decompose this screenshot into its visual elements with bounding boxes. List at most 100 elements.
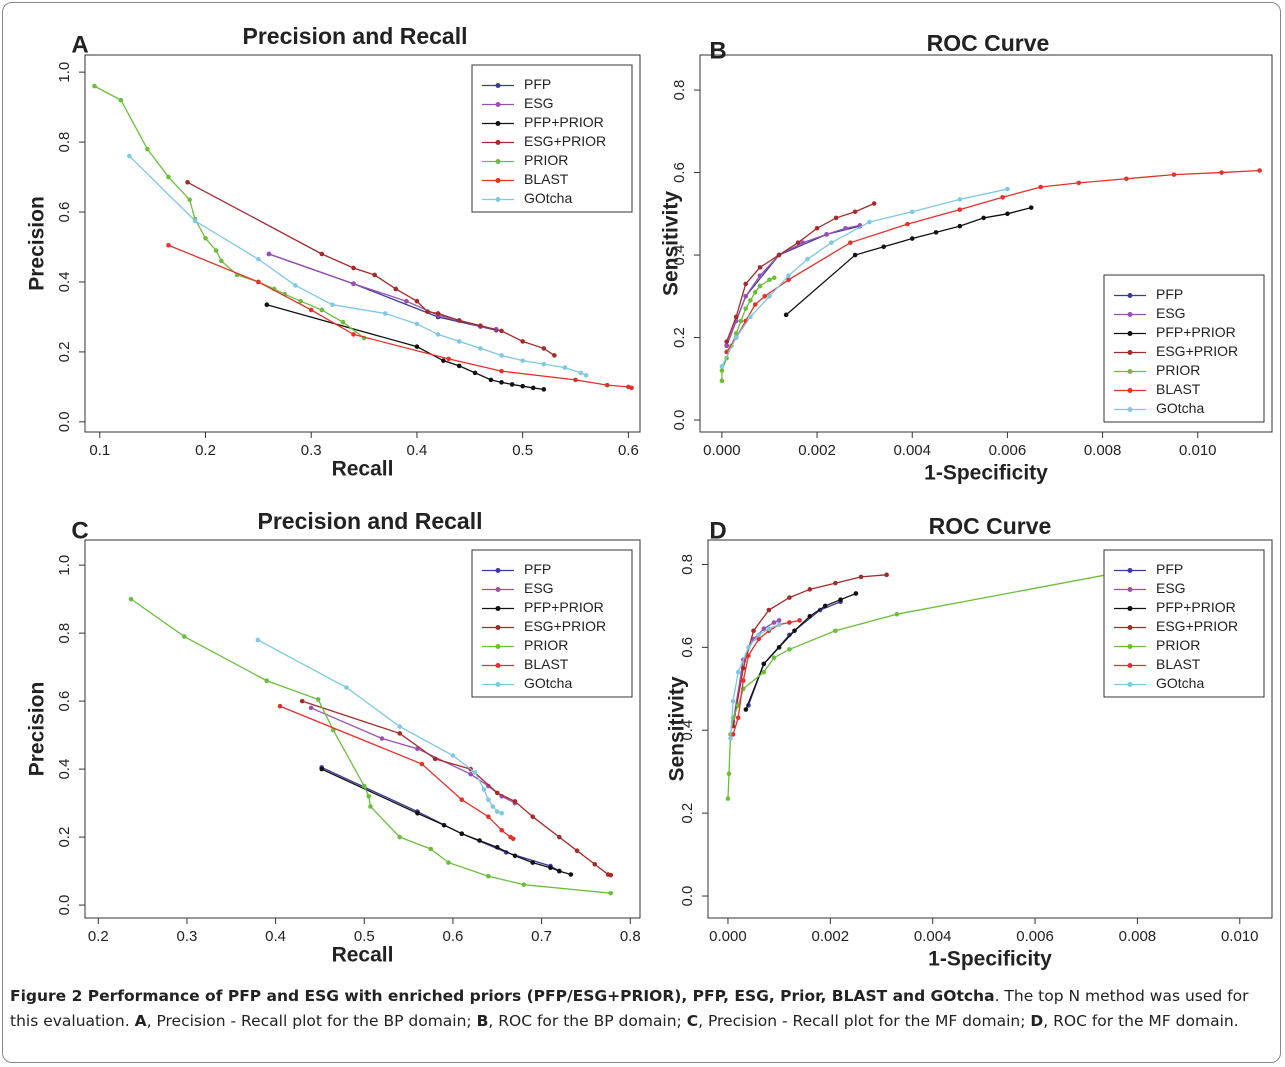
data-point	[330, 302, 335, 308]
data-point	[757, 273, 763, 278]
data-point	[520, 339, 525, 344]
data-point	[520, 358, 525, 363]
data-point	[728, 736, 733, 741]
x-axis-label: Recall	[332, 944, 394, 967]
plot-frame	[84, 54, 641, 433]
data-point	[583, 373, 589, 378]
data-point	[730, 732, 736, 737]
y-tick-label: 0.2	[671, 327, 688, 348]
data-point	[435, 311, 441, 316]
series-line	[279, 705, 514, 840]
data-point	[472, 770, 478, 775]
caption-text: , ROC for the MF domain.	[1043, 1012, 1239, 1030]
data-point	[419, 761, 425, 767]
data-point	[128, 596, 134, 602]
data-point	[481, 787, 487, 792]
data-point	[415, 811, 420, 816]
chart-title: Precision and Recall	[243, 23, 468, 49]
legend-label: BLAST	[1156, 656, 1201, 672]
data-point	[814, 225, 820, 231]
series-line	[302, 700, 611, 876]
data-point	[264, 302, 270, 308]
data-point	[435, 332, 441, 337]
data-point	[340, 319, 346, 325]
data-point	[748, 314, 753, 320]
y-tick-label: 0.2	[56, 827, 73, 848]
legend-dot	[495, 140, 501, 145]
data-point	[735, 669, 741, 675]
data-point	[746, 645, 751, 650]
y-tick-label: 0.4	[56, 272, 73, 293]
legend-label: BLAST	[1156, 381, 1201, 397]
data-point	[541, 346, 547, 351]
legend-dot	[1127, 682, 1133, 687]
x-tick-label: 0.8	[620, 928, 641, 945]
x-tick-label: 0.000	[703, 442, 741, 459]
data-point	[557, 834, 562, 840]
data-point	[432, 756, 438, 762]
legend-label: ESG	[524, 95, 554, 111]
data-point	[351, 332, 356, 337]
x-tick-label: 0.002	[798, 442, 836, 459]
data-point	[776, 622, 782, 627]
data-point	[382, 311, 388, 316]
data-point	[905, 221, 910, 227]
x-tick-label: 0.008	[1084, 442, 1122, 459]
caption-text: , Precision - Recall plot for the BP dom…	[146, 1012, 477, 1030]
data-point	[833, 628, 838, 634]
data-point	[746, 653, 751, 658]
y-tick-label: 0.0	[56, 895, 73, 916]
data-point	[771, 655, 777, 661]
series-line	[745, 592, 857, 710]
data-point	[397, 834, 403, 840]
legend-dot	[495, 121, 501, 126]
data-point	[833, 580, 838, 586]
legend-label: BLAST	[524, 656, 569, 672]
data-point	[933, 230, 939, 235]
data-point	[909, 236, 915, 241]
data-point	[510, 836, 516, 842]
data-point	[894, 611, 900, 617]
x-tick-label: 0.008	[1119, 928, 1157, 945]
data-point	[499, 827, 504, 833]
data-point	[344, 685, 349, 690]
data-point	[757, 283, 763, 289]
data-point	[743, 293, 748, 299]
data-point	[428, 846, 434, 852]
legend-label: PFP+PRIOR	[1156, 599, 1236, 615]
y-tick-label: 0.6	[56, 202, 73, 223]
data-point	[187, 197, 192, 203]
data-point	[315, 697, 321, 702]
data-point	[562, 365, 568, 370]
legend-label: PFP	[524, 76, 551, 92]
data-point	[256, 256, 261, 262]
data-point	[574, 848, 580, 853]
series-line	[130, 598, 611, 894]
legend-box	[471, 64, 633, 213]
data-point	[881, 244, 886, 250]
data-point	[472, 370, 478, 376]
data-point	[786, 277, 791, 283]
data-point	[368, 804, 373, 809]
data-point	[852, 209, 858, 215]
data-point	[568, 872, 574, 877]
legend-dot	[495, 625, 501, 630]
data-point	[738, 318, 744, 324]
panel-label: B	[709, 37, 726, 64]
data-point	[871, 201, 877, 206]
data-point	[733, 314, 739, 320]
legend-dot	[1127, 369, 1133, 374]
legend-dot	[1127, 312, 1133, 317]
panel-label: A	[71, 31, 88, 58]
series-line	[747, 601, 841, 706]
data-point	[766, 607, 772, 613]
data-point	[456, 363, 462, 369]
data-point	[787, 647, 792, 652]
y-tick-label: 0.8	[56, 132, 73, 153]
data-point	[478, 346, 483, 351]
legend-dot	[1127, 331, 1133, 336]
y-tick-label: 1.0	[56, 62, 73, 83]
data-point	[741, 665, 746, 671]
data-point	[486, 814, 491, 820]
data-point	[185, 179, 190, 185]
